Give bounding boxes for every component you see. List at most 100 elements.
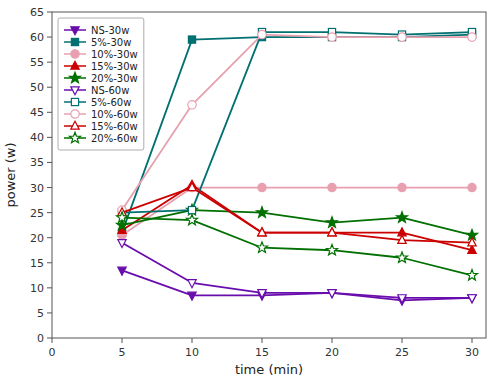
legend-label: 15%-60w <box>91 121 138 132</box>
y-tick <box>47 12 52 13</box>
x-axis-label: time (min) <box>235 362 303 377</box>
y-tick-label: 65 <box>30 6 44 19</box>
legend-marker <box>69 132 80 142</box>
y-tick-label: 30 <box>30 182 44 195</box>
legend-label: 10%-60w <box>91 109 138 120</box>
y-tick <box>47 237 52 238</box>
series-line <box>122 270 472 300</box>
legend-marker <box>71 121 79 129</box>
series <box>118 30 476 214</box>
legend: NS-30w5%-30w10%-30w15%-30w20%-30wNS-60w5… <box>58 18 144 150</box>
y-tick-label: 40 <box>30 131 44 144</box>
data-point <box>118 267 126 275</box>
legend-label: 5%-30w <box>91 37 131 48</box>
data-point <box>256 242 267 253</box>
x-tick-label: 15 <box>255 346 269 359</box>
series <box>118 183 476 246</box>
y-tick-label: 0 <box>37 332 44 345</box>
y-tick <box>47 187 52 188</box>
y-tick-label: 5 <box>37 307 44 320</box>
legend-label: NS-30w <box>91 25 129 36</box>
y-tick <box>47 87 52 88</box>
y-axis-label: power (w) <box>3 142 18 207</box>
series <box>118 267 476 305</box>
x-tick-label: 5 <box>119 346 126 359</box>
y-tick <box>47 287 52 288</box>
legend-marker <box>71 98 78 105</box>
data-point <box>328 183 336 191</box>
data-point <box>398 183 406 191</box>
y-tick-label: 45 <box>30 106 44 119</box>
y-tick <box>47 162 52 163</box>
plot-frame <box>52 12 486 338</box>
y-tick-label: 15 <box>30 257 44 270</box>
x-tick-label: 20 <box>325 346 339 359</box>
data-point <box>468 183 476 191</box>
data-point <box>258 183 266 191</box>
series-line <box>122 35 472 233</box>
y-tick-label: 60 <box>30 31 44 44</box>
data-point <box>118 240 126 248</box>
legend-marker <box>69 72 80 82</box>
x-tick <box>122 338 123 343</box>
data-point <box>468 295 476 303</box>
data-point <box>116 212 127 222</box>
y-tick <box>47 312 52 313</box>
legend-label: 10%-30w <box>91 49 138 60</box>
y-tick <box>47 338 52 339</box>
series <box>118 28 475 216</box>
legend-marker <box>71 38 78 45</box>
x-tick <box>402 338 403 343</box>
data-point <box>256 207 267 217</box>
data-point <box>328 290 336 298</box>
legend-label: 5%-60w <box>91 97 131 108</box>
series-line <box>122 210 472 235</box>
legend-marker <box>71 50 79 58</box>
data-point <box>468 238 476 246</box>
data-point <box>398 295 406 303</box>
data-point <box>328 33 335 40</box>
series <box>118 180 476 253</box>
x-tick-label: 30 <box>465 346 479 359</box>
data-point <box>326 217 337 227</box>
series-line <box>122 35 472 211</box>
legend-marker <box>71 27 79 35</box>
x-tick <box>332 338 333 343</box>
data-point <box>186 214 197 224</box>
data-point <box>188 36 195 43</box>
series <box>116 212 477 280</box>
x-tick <box>262 338 263 343</box>
y-tick-label: 10 <box>30 282 44 295</box>
y-tick <box>47 62 52 63</box>
legend-marker <box>71 87 79 95</box>
y-tick-label: 35 <box>30 156 44 169</box>
data-point <box>468 245 476 253</box>
x-tick-label: 10 <box>185 346 199 359</box>
data-point <box>188 101 196 109</box>
x-tick <box>52 338 53 343</box>
axes: 05101520253005101520253035404550556065 <box>30 6 479 359</box>
data-point <box>328 33 336 41</box>
data-point <box>116 219 127 230</box>
legend-label: 20%-30w <box>91 73 138 84</box>
series <box>116 204 477 240</box>
series-line <box>122 218 472 276</box>
y-tick-label: 55 <box>30 56 44 69</box>
data-point <box>188 183 196 191</box>
legend-label: 20%-60w <box>91 133 138 144</box>
x-tick-label: 25 <box>395 346 409 359</box>
y-tick-label: 50 <box>30 81 44 94</box>
data-point <box>326 244 337 254</box>
data-point <box>396 252 407 263</box>
series-line <box>122 243 472 298</box>
data-point <box>328 228 336 236</box>
y-tick-label: 20 <box>30 232 44 245</box>
data-point <box>396 212 407 222</box>
legend-label: NS-60w <box>91 85 129 96</box>
y-tick <box>47 262 52 263</box>
y-tick <box>47 137 52 138</box>
y-tick-label: 25 <box>30 207 44 220</box>
data-point <box>398 33 406 41</box>
data-point <box>188 280 196 288</box>
series <box>118 31 475 236</box>
